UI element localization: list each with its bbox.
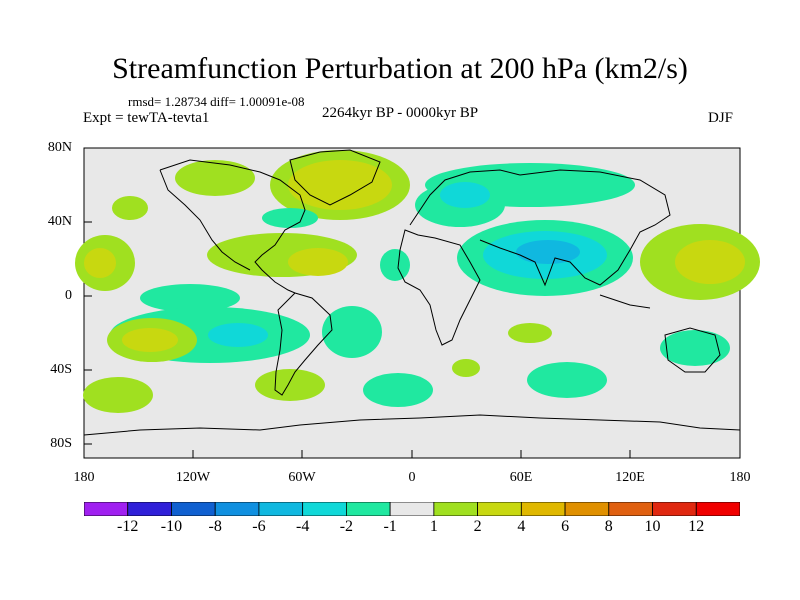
positive-area	[675, 240, 745, 284]
colorbar-swatch	[345, 502, 391, 516]
colorbar-swatch	[695, 502, 740, 516]
negative-area	[516, 240, 580, 264]
negative-area	[660, 330, 730, 366]
colorbar-swatch	[258, 502, 304, 516]
colorbar-swatch	[608, 502, 653, 516]
experiment-label: Expt = tewTA-tevta1	[83, 110, 210, 126]
x-tick-label: 60W	[288, 470, 316, 485]
y-tick-label: 0	[65, 288, 72, 303]
positive-area	[84, 248, 116, 278]
colorbar-swatch	[302, 502, 347, 516]
period-label: 2264kyr BP - 0000kyr BP	[322, 105, 479, 121]
colorbar-label: -6	[252, 518, 266, 535]
x-tick-label: 60E	[509, 470, 533, 485]
colorbar-swatch	[214, 502, 260, 516]
positive-area	[452, 359, 480, 377]
colorbar-label: 1	[429, 518, 438, 535]
y-tick-label: 40S	[50, 362, 72, 377]
positive-area	[112, 196, 148, 220]
plot-title: Streamfunction Perturbation at 200 hPa (…	[112, 52, 688, 85]
colorbar-label: -12	[117, 518, 139, 535]
x-tick-label: 120E	[615, 470, 645, 485]
colorbar-swatch	[171, 502, 216, 516]
positive-area	[288, 248, 348, 276]
positive-area	[508, 323, 552, 343]
positive-area	[255, 369, 325, 401]
colorbar-label: 8	[604, 518, 613, 535]
colorbar-label: -4	[295, 518, 310, 535]
colorbar-swatch	[520, 502, 566, 516]
colorbar-label: -10	[160, 518, 183, 535]
positive-area	[288, 160, 392, 210]
x-tick-label: 120W	[175, 470, 211, 485]
colorbar-swatch	[477, 502, 522, 516]
x-tick-label: 0	[408, 470, 416, 485]
colorbar-label: -8	[208, 518, 222, 535]
colorbar-swatch	[652, 502, 697, 516]
axis-ticks	[83, 147, 741, 458]
negative-area	[440, 182, 490, 208]
colorbar-label: 2	[473, 518, 482, 535]
negative-area	[262, 208, 318, 228]
negative-area	[527, 362, 607, 398]
colorbar-swatch	[564, 502, 610, 516]
colorbar-swatch	[389, 502, 435, 516]
coastlines	[83, 149, 741, 436]
positive-area	[83, 377, 153, 413]
negative-area	[322, 306, 382, 358]
colorbar-swatch	[84, 502, 129, 516]
contour-fields	[75, 150, 760, 413]
colorbar-label: -2	[339, 518, 354, 535]
colorbar-label: 6	[561, 518, 570, 535]
colorbar-label: 10	[644, 518, 661, 535]
negative-area	[363, 373, 433, 407]
season-label: DJF	[708, 110, 734, 126]
positive-area	[175, 160, 255, 196]
x-tick-label: 180	[729, 470, 751, 485]
colorbar-label: 4	[517, 518, 526, 535]
negative-area	[208, 323, 268, 347]
colorbar-label: -1	[383, 518, 397, 535]
colorbar-swatch	[127, 502, 172, 516]
y-tick-label: 80N	[47, 140, 72, 155]
colorbar-label: 12	[688, 518, 705, 535]
x-tick-label: 180	[73, 470, 95, 485]
y-tick-label: 80S	[50, 436, 72, 451]
colorbar-swatch	[433, 502, 479, 516]
negative-area	[140, 284, 240, 312]
y-tick-label: 40N	[47, 214, 72, 229]
negative-area	[380, 249, 410, 281]
positive-area	[122, 328, 178, 352]
colorbar	[84, 502, 740, 516]
stats-text: rmsd= 1.28734 diff= 1.00091e-08	[128, 94, 305, 109]
